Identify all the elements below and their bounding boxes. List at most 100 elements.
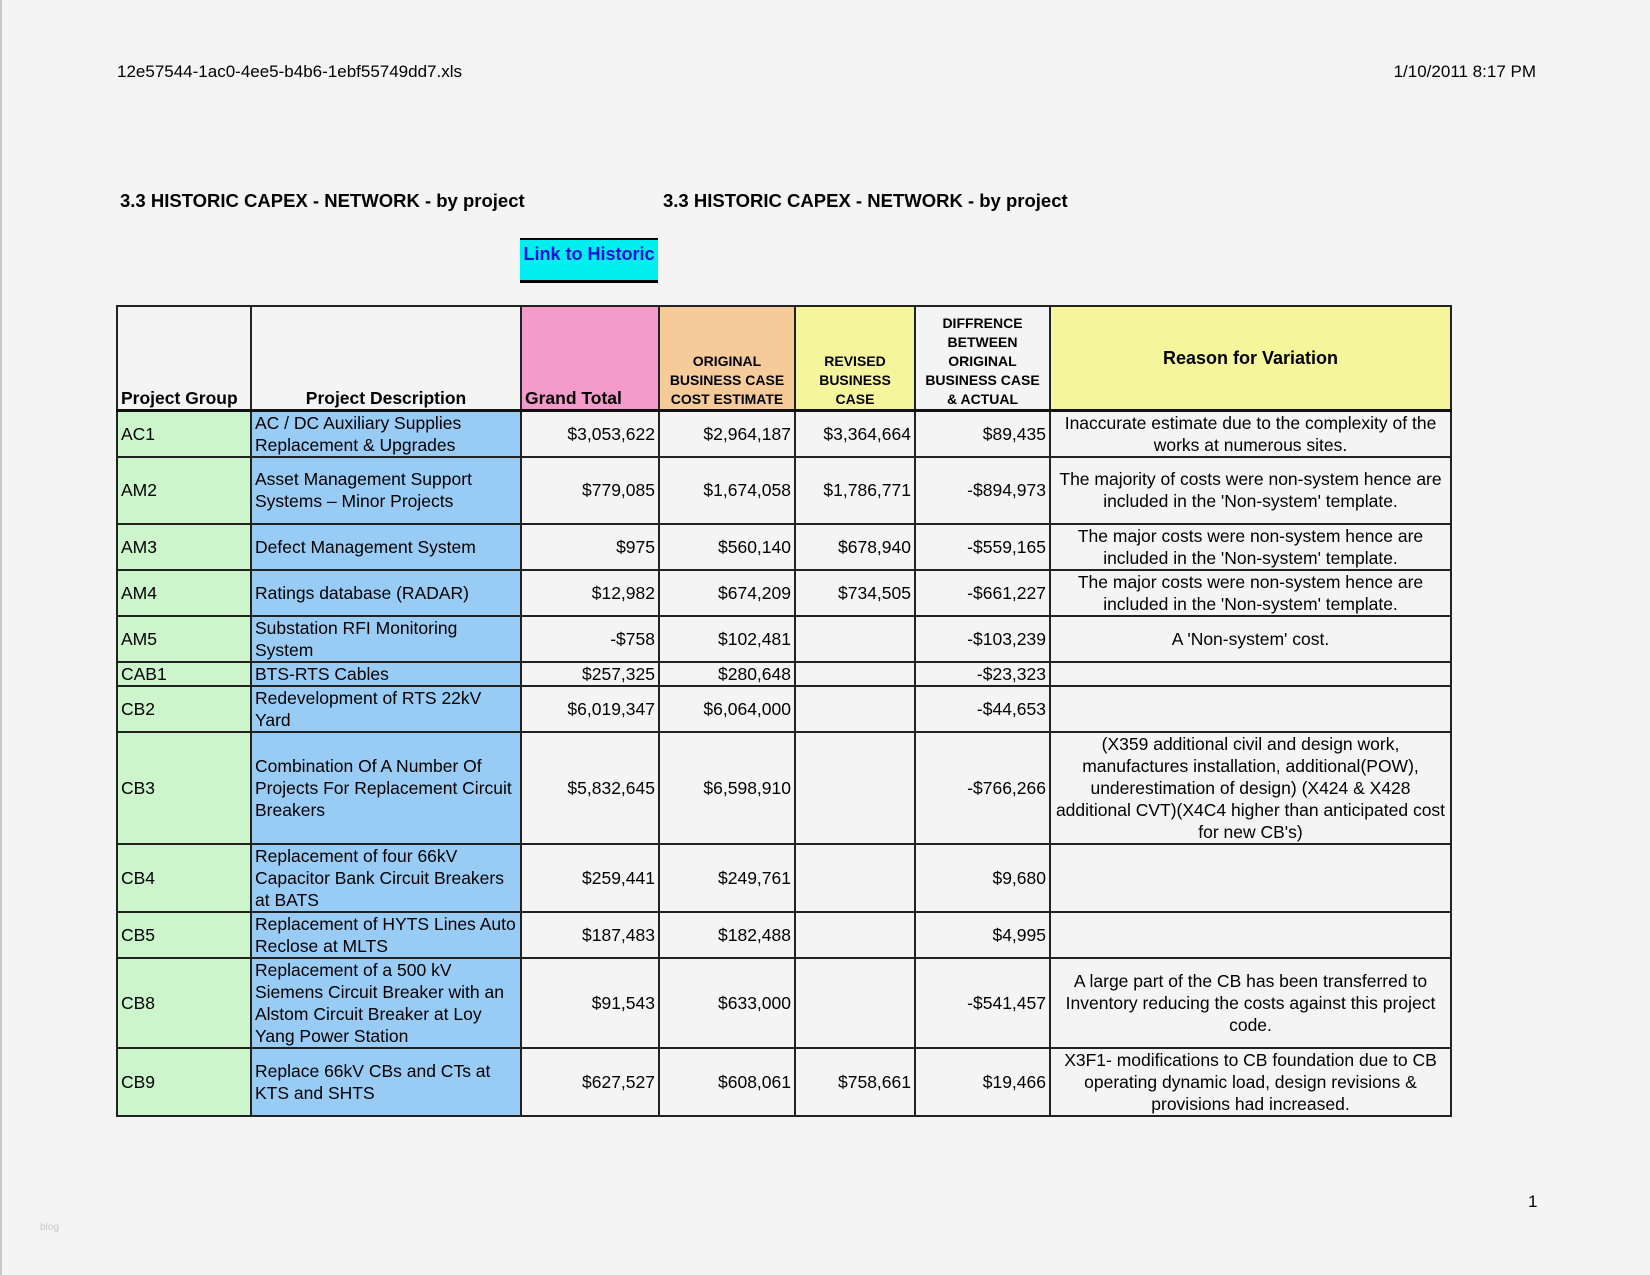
cell-reason: Inaccurate estimate due to the complexit…	[1049, 409, 1452, 458]
col-difference: DIFFRENCE BETWEEN ORIGINAL BUSINESS CASE…	[914, 305, 1051, 411]
cell-description: BTS-RTS Cables	[250, 660, 522, 687]
cell-reason: The major costs were non-system hence ar…	[1049, 522, 1452, 571]
cell-group: AM5	[116, 614, 252, 663]
table-row: CB4 Replacement of four 66kV Capacitor Ba…	[116, 842, 1452, 913]
cell-revised: $678,940	[794, 522, 916, 571]
print-datetime: 1/10/2011 8:17 PM	[1393, 62, 1536, 81]
cell-description: Redevelopment of RTS 22kV Yard	[250, 684, 522, 733]
cell-difference: -$44,653	[914, 684, 1051, 733]
cell-difference: -$23,323	[914, 660, 1051, 687]
cell-reason	[1049, 684, 1452, 733]
cell-original: $633,000	[658, 956, 796, 1049]
header-row: Project Group Project Description Grand …	[116, 305, 1452, 411]
cell-reason: The majority of costs were non-system he…	[1049, 455, 1452, 525]
col-project-description: Project Description	[250, 305, 522, 411]
cell-difference: -$661,227	[914, 568, 1051, 617]
cell-revised: $758,661	[794, 1046, 916, 1117]
cell-group: CB5	[116, 910, 252, 959]
page-title-repeat: 3.3 HISTORIC CAPEX - NETWORK - by projec…	[663, 190, 1068, 211]
col-reason: Reason for Variation	[1049, 305, 1452, 411]
cell-original: $280,648	[658, 660, 796, 687]
table-row: CB3 Combination Of A Number Of Projects F…	[116, 730, 1452, 845]
cell-original: $674,209	[658, 568, 796, 617]
cell-group: CB4	[116, 842, 252, 913]
cell-reason: The major costs were non-system hence ar…	[1049, 568, 1452, 617]
col-grand-total: Grand Total	[520, 305, 660, 411]
cell-revised	[794, 910, 916, 959]
cell-group: AM4	[116, 568, 252, 617]
cell-grand-total: $259,441	[520, 842, 660, 913]
cell-grand-total: $779,085	[520, 455, 660, 525]
cell-group: CB8	[116, 956, 252, 1049]
cell-grand-total: $5,832,645	[520, 730, 660, 845]
file-name: 12e57544-1ac0-4ee5-b4b6-1ebf55749dd7.xls	[117, 62, 463, 81]
cell-revised	[794, 842, 916, 913]
table-row: AM2 Asset Management Support Systems – Mi…	[116, 455, 1452, 525]
cell-grand-total: $12,982	[520, 568, 660, 617]
cell-grand-total: -$758	[520, 614, 660, 663]
cell-difference: $9,680	[914, 842, 1051, 913]
cell-reason: X3F1- modifications to CB foundation due…	[1049, 1046, 1452, 1117]
col-original-estimate: ORIGINAL BUSINESS CASE COST ESTIMATE	[658, 305, 796, 411]
cell-original: $6,064,000	[658, 684, 796, 733]
cell-difference: -$103,239	[914, 614, 1051, 663]
table-row: CB5 Replacement of HYTS Lines Auto Reclos…	[116, 910, 1452, 959]
page-title: 3.3 HISTORIC CAPEX - NETWORK - by projec…	[120, 190, 525, 211]
cell-revised	[794, 730, 916, 845]
cell-reason: (X359 additional civil and design work, …	[1049, 730, 1452, 845]
cell-revised: $1,786,771	[794, 455, 916, 525]
table-row: CB9 Replace 66kV CBs and CTs at KTS and S…	[116, 1046, 1452, 1117]
table-row: AM4 Ratings database (RADAR) $12,982 $674,2…	[116, 568, 1452, 617]
table-row: AC1 AC / DC Auxiliary Supplies Replacemen…	[116, 409, 1452, 458]
cell-description: Asset Management Support Systems – Minor…	[250, 455, 522, 525]
cell-revised	[794, 684, 916, 733]
table-row: AM5 Substation RFI Monitoring System -$758…	[116, 614, 1452, 663]
cell-reason	[1049, 910, 1452, 959]
cell-group: CB9	[116, 1046, 252, 1117]
cell-grand-total: $3,053,622	[520, 409, 660, 458]
watermark: blog	[40, 1222, 59, 1233]
table-row: CAB1 BTS-RTS Cables $257,325 $280,648 -$23,3…	[116, 660, 1452, 687]
cell-revised	[794, 614, 916, 663]
cell-difference: -$559,165	[914, 522, 1051, 571]
cell-original: $182,488	[658, 910, 796, 959]
cell-revised: $3,364,664	[794, 409, 916, 458]
cell-original: $1,674,058	[658, 455, 796, 525]
cell-description: Defect Management System	[250, 522, 522, 571]
cell-group: AM3	[116, 522, 252, 571]
cell-original: $102,481	[658, 614, 796, 663]
cell-group: AM2	[116, 455, 252, 525]
cell-reason	[1049, 660, 1452, 687]
cell-revised: $734,505	[794, 568, 916, 617]
link-to-historic-button[interactable]: Link to Historic	[520, 238, 658, 283]
cell-description: Replace 66kV CBs and CTs at KTS and SHTS	[250, 1046, 522, 1117]
cell-group: CAB1	[116, 660, 252, 687]
cell-original: $608,061	[658, 1046, 796, 1117]
cell-group: AC1	[116, 409, 252, 458]
cell-revised	[794, 956, 916, 1049]
cell-original: $2,964,187	[658, 409, 796, 458]
cell-description: AC / DC Auxiliary Supplies Replacement &…	[250, 409, 522, 458]
cell-description: Ratings database (RADAR)	[250, 568, 522, 617]
cell-grand-total: $6,019,347	[520, 684, 660, 733]
cell-reason: A large part of the CB has been transfer…	[1049, 956, 1452, 1049]
cell-group: CB2	[116, 684, 252, 733]
page-number: 1	[1528, 1192, 1538, 1211]
cell-description: Substation RFI Monitoring System	[250, 614, 522, 663]
cell-difference: -$541,457	[914, 956, 1051, 1049]
cell-grand-total: $187,483	[520, 910, 660, 959]
cell-grand-total: $975	[520, 522, 660, 571]
cell-description: Combination Of A Number Of Projects For …	[250, 730, 522, 845]
cell-difference: $4,995	[914, 910, 1051, 959]
cell-revised	[794, 660, 916, 687]
table-row: AM3 Defect Management System $975 $560,140 $…	[116, 522, 1452, 571]
cell-difference: -$766,266	[914, 730, 1051, 845]
cell-grand-total: $257,325	[520, 660, 660, 687]
cell-original: $560,140	[658, 522, 796, 571]
cell-original: $249,761	[658, 842, 796, 913]
cell-description: Replacement of HYTS Lines Auto Reclose a…	[250, 910, 522, 959]
cell-original: $6,598,910	[658, 730, 796, 845]
col-revised-business-case: REVISED BUSINESS CASE	[794, 305, 916, 411]
cell-difference: -$894,973	[914, 455, 1051, 525]
cell-reason: A 'Non-system' cost.	[1049, 614, 1452, 663]
